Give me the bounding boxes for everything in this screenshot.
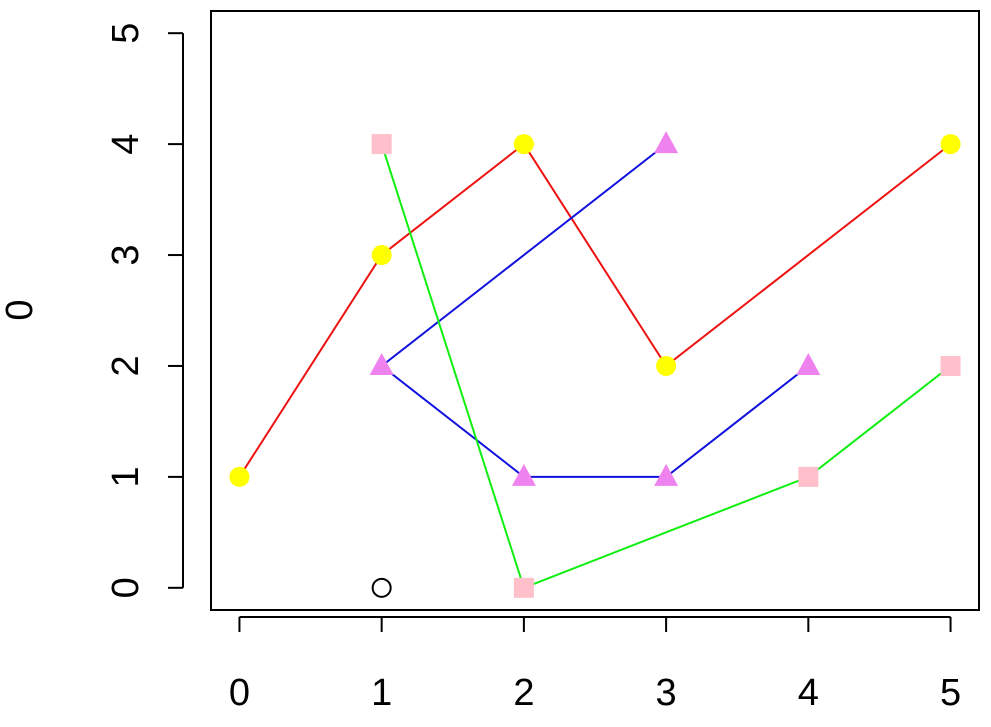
point (371, 134, 392, 155)
point (940, 134, 961, 155)
y-tick-label: 3 (105, 244, 147, 265)
y-tick-label: 5 (105, 23, 147, 44)
point (798, 466, 819, 487)
point (369, 352, 394, 375)
series-line (380, 143, 952, 590)
x-tick-label: 1 (371, 672, 392, 714)
series-line (380, 143, 809, 478)
point (371, 245, 392, 266)
point (229, 466, 250, 487)
point (654, 463, 679, 486)
plot-box (210, 10, 980, 611)
point (513, 134, 534, 155)
point (371, 577, 392, 598)
point (796, 352, 821, 375)
y-tick-label: 4 (105, 134, 147, 155)
y-axis-label: 0 (0, 299, 41, 320)
point (513, 577, 534, 598)
point (511, 463, 536, 486)
y-tick-label: 1 (105, 466, 147, 487)
x-tick-label: 5 (940, 672, 961, 714)
y-tick-label: 0 (105, 577, 147, 598)
x-tick-label: 4 (798, 672, 819, 714)
x-tick-label: 2 (513, 672, 534, 714)
series-line (238, 142, 952, 478)
y-tick-label: 2 (105, 355, 147, 376)
point (654, 131, 679, 154)
point (656, 355, 677, 376)
x-tick-label: 0 (229, 672, 250, 714)
x-tick-label: 3 (656, 672, 677, 714)
point (940, 355, 961, 376)
